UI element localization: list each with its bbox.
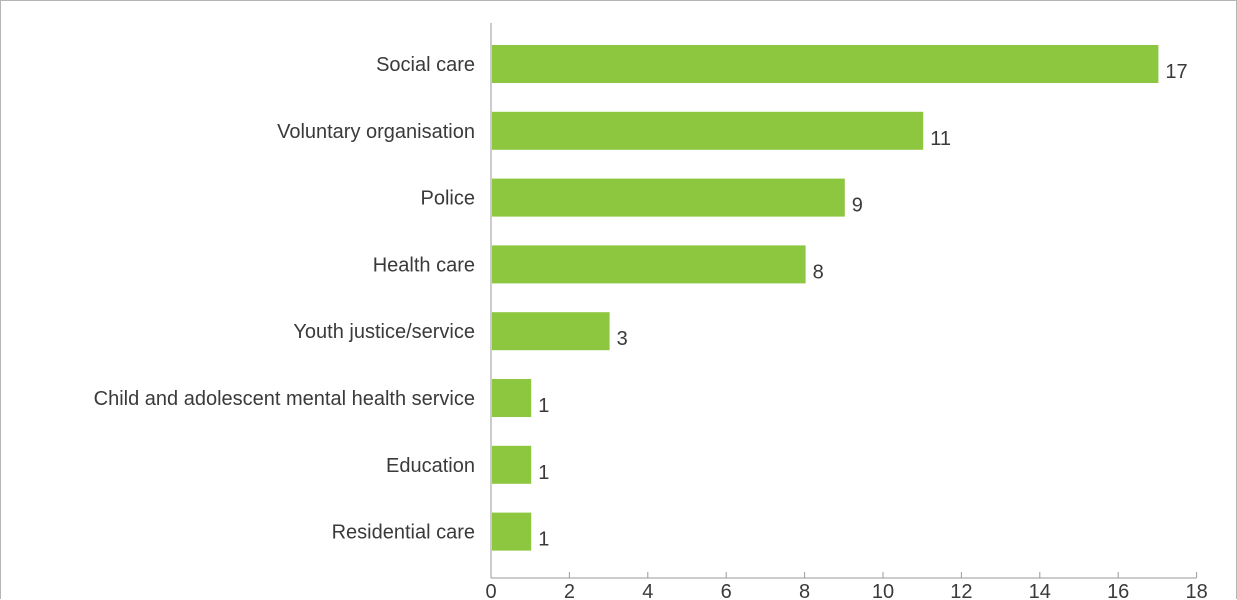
category-label: Police	[421, 188, 475, 210]
category-label: Social care	[376, 54, 475, 76]
value-label: 11	[930, 128, 951, 150]
category-label: Residential care	[332, 522, 475, 544]
x-tick-label: 18	[1185, 581, 1207, 600]
x-tick-label: 16	[1107, 581, 1129, 600]
category-label: Education	[386, 455, 475, 477]
value-label: 1	[538, 462, 549, 484]
value-label: 17	[1165, 61, 1187, 83]
category-label: Child and adolescent mental health servi…	[94, 388, 475, 410]
x-tick-label: 12	[950, 581, 972, 600]
value-label: 9	[852, 195, 863, 217]
bar	[492, 111, 924, 150]
x-tick-label: 0	[485, 581, 496, 600]
category-label: Voluntary organisation	[277, 121, 475, 143]
bar	[492, 512, 532, 551]
x-tick-label: 8	[799, 581, 810, 600]
value-label: 1	[538, 395, 549, 417]
bar	[492, 312, 610, 351]
bar	[492, 178, 845, 217]
x-tick-label: 2	[564, 581, 575, 600]
category-label: Health care	[373, 254, 475, 276]
value-label: 1	[538, 529, 549, 551]
bar	[492, 45, 1159, 83]
x-tick-label: 6	[721, 581, 732, 600]
category-label: Youth justice/service	[293, 321, 475, 343]
bar	[492, 245, 806, 284]
bar	[492, 379, 532, 417]
x-tick-label: 14	[1029, 581, 1051, 600]
bar	[492, 445, 532, 484]
x-tick-label: 4	[642, 581, 653, 600]
x-tick-label: 10	[872, 581, 894, 600]
value-label: 3	[617, 328, 628, 350]
value-label: 8	[813, 261, 824, 283]
